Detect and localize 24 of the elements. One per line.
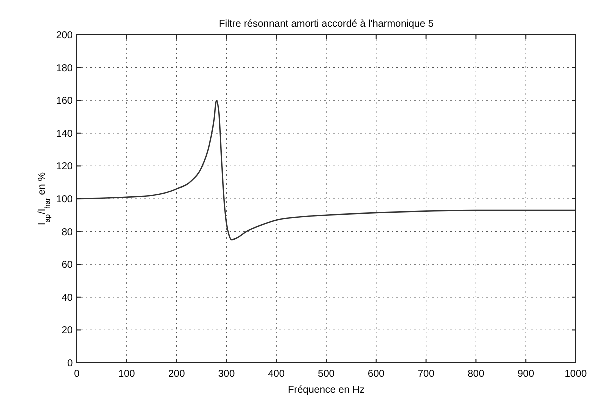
x-axis-title: Fréquence en Hz [288,385,365,396]
x-tick-label: 0 [74,369,80,380]
x-tick-label: 1000 [564,369,588,380]
x-tick-label: 700 [418,369,436,380]
x-tick-label: 800 [468,369,485,380]
y-tick-label: 200 [56,30,74,42]
x-tick-label: 600 [368,369,386,380]
y-tick-label: 120 [56,162,74,173]
y-tick-label: 40 [62,292,74,304]
chart-title: Filtre résonnant amorti accordé à l'harmonique 5 [219,19,434,30]
x-tick-label: 300 [218,369,236,380]
x-tick-label: 900 [518,369,535,380]
x-tick-label: 400 [268,369,286,380]
y-tick-label: 160 [56,96,74,108]
y-tick-label: 60 [62,260,74,272]
y-tick-label: 180 [56,63,74,74]
y-tick-label: 80 [62,227,74,238]
x-tick-label: 100 [118,369,136,380]
y-tick-label: 100 [56,194,74,206]
y-tick-label: 0 [67,358,74,370]
y-tick-label: 140 [56,128,74,140]
x-tick-label: 500 [318,369,336,380]
y-tick-label: 20 [62,326,74,337]
x-tick-label: 200 [168,369,186,380]
